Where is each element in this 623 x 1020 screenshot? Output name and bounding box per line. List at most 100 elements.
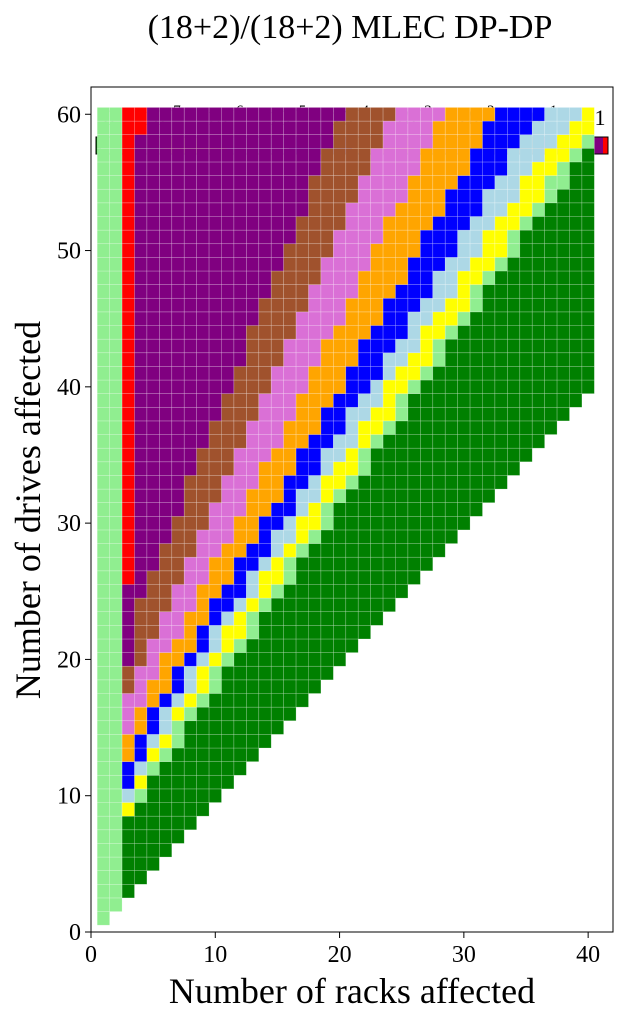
heatmap-cell xyxy=(134,175,148,190)
heatmap-cell xyxy=(96,856,110,871)
heatmap-cell xyxy=(345,516,359,531)
heatmap-cell xyxy=(407,270,421,285)
heatmap-cell xyxy=(159,774,173,790)
heatmap-cell xyxy=(333,447,347,463)
heatmap-cell xyxy=(556,175,570,190)
heatmap-cell xyxy=(295,693,309,708)
heatmap-cell xyxy=(382,188,396,204)
heatmap-cell xyxy=(208,243,222,258)
heatmap-cell xyxy=(134,556,148,572)
heatmap-cell xyxy=(159,747,173,762)
heatmap-cell xyxy=(109,161,123,176)
heatmap-cell xyxy=(357,502,371,517)
heatmap-cell xyxy=(221,202,235,217)
heatmap-cell xyxy=(295,665,309,681)
heatmap-cell xyxy=(556,297,570,313)
heatmap-cell xyxy=(146,161,160,176)
heatmap-cell xyxy=(308,270,322,285)
heatmap-cell xyxy=(581,148,595,163)
heatmap-cell xyxy=(171,774,185,790)
heatmap-cell xyxy=(370,188,384,204)
heatmap-cell xyxy=(283,543,297,558)
heatmap-cell xyxy=(507,379,521,394)
heatmap-cell xyxy=(494,406,508,422)
heatmap-cell xyxy=(320,420,334,435)
heatmap-cell xyxy=(556,216,570,231)
heatmap-cell xyxy=(134,843,148,858)
heatmap-cell xyxy=(233,188,247,204)
heatmap-cell xyxy=(246,447,260,463)
heatmap-cell xyxy=(544,406,558,422)
heatmap-cell xyxy=(320,447,334,463)
heatmap-cell xyxy=(507,216,521,231)
heatmap-cell xyxy=(295,406,309,422)
heatmap-cell xyxy=(432,161,446,176)
heatmap-cell xyxy=(469,175,483,190)
heatmap-cell xyxy=(134,788,148,803)
heatmap-cell xyxy=(208,188,222,204)
heatmap-cell xyxy=(134,652,148,667)
heatmap-cell xyxy=(420,393,434,408)
heatmap-cell xyxy=(233,120,247,135)
heatmap-cell xyxy=(258,447,272,463)
heatmap-cell xyxy=(159,434,173,449)
heatmap-cell xyxy=(146,584,160,599)
heatmap-cell xyxy=(208,202,222,217)
heatmap-cell xyxy=(109,734,123,749)
heatmap-cell xyxy=(270,516,284,531)
heatmap-cell xyxy=(221,461,235,476)
heatmap-cell xyxy=(146,543,160,558)
heatmap-cell xyxy=(109,488,123,503)
heatmap-cell xyxy=(519,379,533,394)
heatmap-cell xyxy=(320,556,334,572)
heatmap-cell xyxy=(171,366,185,381)
heatmap-cell xyxy=(457,461,471,476)
heatmap-cell xyxy=(556,107,570,122)
heatmap-cell xyxy=(432,229,446,245)
heatmap-cell xyxy=(320,366,334,381)
heatmap-cell xyxy=(134,488,148,503)
heatmap-cell xyxy=(246,584,260,599)
heatmap-cell xyxy=(407,297,421,313)
heatmap-cell xyxy=(134,325,148,340)
heatmap-cell xyxy=(134,679,148,694)
heatmap-cell xyxy=(482,461,496,476)
heatmap-cell xyxy=(295,625,309,640)
heatmap-cell xyxy=(357,420,371,435)
heatmap-cell xyxy=(258,406,272,422)
heatmap-cell xyxy=(196,107,210,122)
heatmap-cell xyxy=(208,502,222,517)
heatmap-cell xyxy=(171,284,185,299)
heatmap-cell xyxy=(569,161,583,176)
heatmap-cell xyxy=(544,161,558,176)
heatmap-cell xyxy=(183,761,197,776)
heatmap-cell xyxy=(109,297,123,313)
heatmap-cell xyxy=(407,488,421,503)
heatmap-cell xyxy=(196,652,210,667)
heatmap-cell xyxy=(283,679,297,694)
heatmap-cell xyxy=(507,229,521,245)
heatmap-cell xyxy=(283,257,297,272)
heatmap-cell xyxy=(345,488,359,503)
heatmap-cell xyxy=(395,352,409,367)
heatmap-cell xyxy=(556,161,570,176)
heatmap-cell xyxy=(196,447,210,463)
heatmap-cell xyxy=(357,257,371,272)
heatmap-cell xyxy=(407,366,421,381)
heatmap-cell xyxy=(457,406,471,422)
heatmap-cell xyxy=(196,638,210,653)
heatmap-cell xyxy=(395,570,409,585)
x-tick-label: 20 xyxy=(328,942,352,968)
heatmap-cell xyxy=(507,161,521,176)
heatmap-cell xyxy=(109,447,123,463)
heatmap-cell xyxy=(171,120,185,135)
heatmap-cell xyxy=(556,270,570,285)
heatmap-cell xyxy=(146,434,160,449)
heatmap-cell xyxy=(146,461,160,476)
heatmap-cell xyxy=(159,188,173,204)
heatmap-cell xyxy=(96,447,110,463)
heatmap-cell xyxy=(370,148,384,163)
heatmap-cell xyxy=(420,216,434,231)
heatmap-cell xyxy=(320,584,334,599)
heatmap-cell xyxy=(382,502,396,517)
